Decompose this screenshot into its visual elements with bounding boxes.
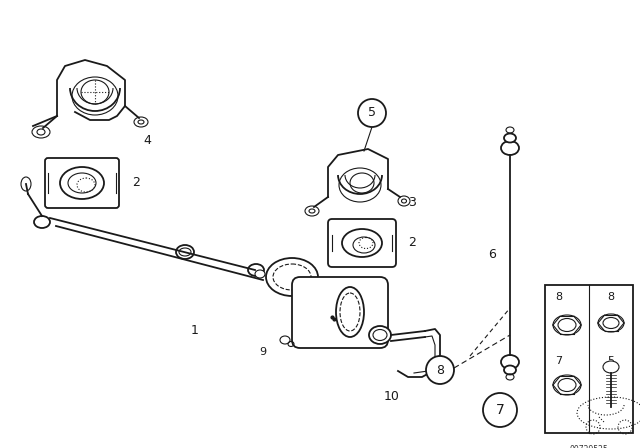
Bar [545, 285, 633, 433]
Ellipse shape [248, 264, 264, 276]
Ellipse shape [369, 326, 391, 344]
Ellipse shape [176, 245, 194, 259]
Text: 8: 8 [436, 363, 444, 376]
Ellipse shape [501, 355, 519, 369]
Ellipse shape [34, 216, 50, 228]
Ellipse shape [501, 141, 519, 155]
Text: 5: 5 [607, 356, 614, 366]
Text: 4: 4 [143, 134, 151, 146]
Ellipse shape [255, 270, 265, 278]
Circle shape [483, 393, 517, 427]
Ellipse shape [266, 258, 318, 296]
Text: 7: 7 [556, 356, 563, 366]
Text: 10: 10 [384, 391, 400, 404]
Ellipse shape [553, 375, 581, 395]
Ellipse shape [553, 315, 581, 335]
Text: 9: 9 [259, 347, 267, 357]
FancyBboxPatch shape [292, 277, 388, 348]
Circle shape [426, 356, 454, 384]
Circle shape [358, 99, 386, 127]
Ellipse shape [336, 287, 364, 337]
Text: 00729525: 00729525 [570, 445, 609, 448]
Text: 2: 2 [408, 237, 416, 250]
Ellipse shape [603, 361, 619, 373]
Text: 6: 6 [488, 249, 496, 262]
Ellipse shape [504, 134, 516, 142]
Ellipse shape [504, 366, 516, 375]
Text: 7: 7 [495, 403, 504, 417]
Text: 8: 8 [556, 292, 563, 302]
Text: 1: 1 [191, 323, 199, 336]
Ellipse shape [598, 314, 624, 332]
Text: 5: 5 [368, 107, 376, 120]
Text: 8: 8 [607, 292, 614, 302]
Text: 2: 2 [132, 177, 140, 190]
Text: 3: 3 [408, 197, 416, 210]
